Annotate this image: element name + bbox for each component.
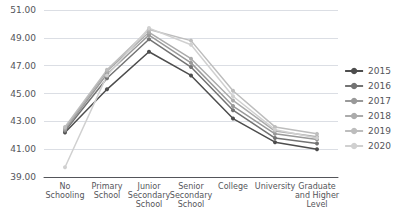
svg-text:Senior: Senior — [178, 182, 204, 191]
svg-text:School: School — [178, 200, 205, 209]
svg-text:2020: 2020 — [368, 141, 391, 151]
svg-text:Schooling: Schooling — [46, 191, 85, 200]
svg-text:47.00: 47.00 — [10, 61, 36, 71]
svg-text:51.00: 51.00 — [10, 5, 36, 15]
svg-text:Junior: Junior — [137, 182, 162, 191]
svg-text:and Higher: and Higher — [295, 191, 340, 200]
svg-text:39.00: 39.00 — [10, 172, 36, 182]
svg-text:2018: 2018 — [368, 111, 391, 121]
svg-text:Secondary: Secondary — [128, 191, 171, 200]
svg-text:Level: Level — [306, 200, 327, 209]
svg-text:45.00: 45.00 — [10, 89, 36, 99]
svg-text:2017: 2017 — [368, 96, 391, 106]
svg-text:2019: 2019 — [368, 126, 391, 136]
svg-text:No: No — [60, 182, 71, 191]
svg-text:41.00: 41.00 — [10, 144, 36, 154]
svg-text:Primary: Primary — [92, 182, 123, 191]
svg-text:College: College — [218, 182, 248, 191]
svg-text:Secondary: Secondary — [170, 191, 213, 200]
svg-text:43.00: 43.00 — [10, 116, 36, 126]
svg-text:School: School — [94, 191, 121, 200]
svg-text:Graduate: Graduate — [298, 182, 336, 191]
svg-text:2015: 2015 — [368, 66, 391, 76]
svg-text:School: School — [136, 200, 163, 209]
svg-text:University: University — [255, 182, 296, 191]
svg-text:2016: 2016 — [368, 81, 391, 91]
svg-text:49.00: 49.00 — [10, 33, 36, 43]
